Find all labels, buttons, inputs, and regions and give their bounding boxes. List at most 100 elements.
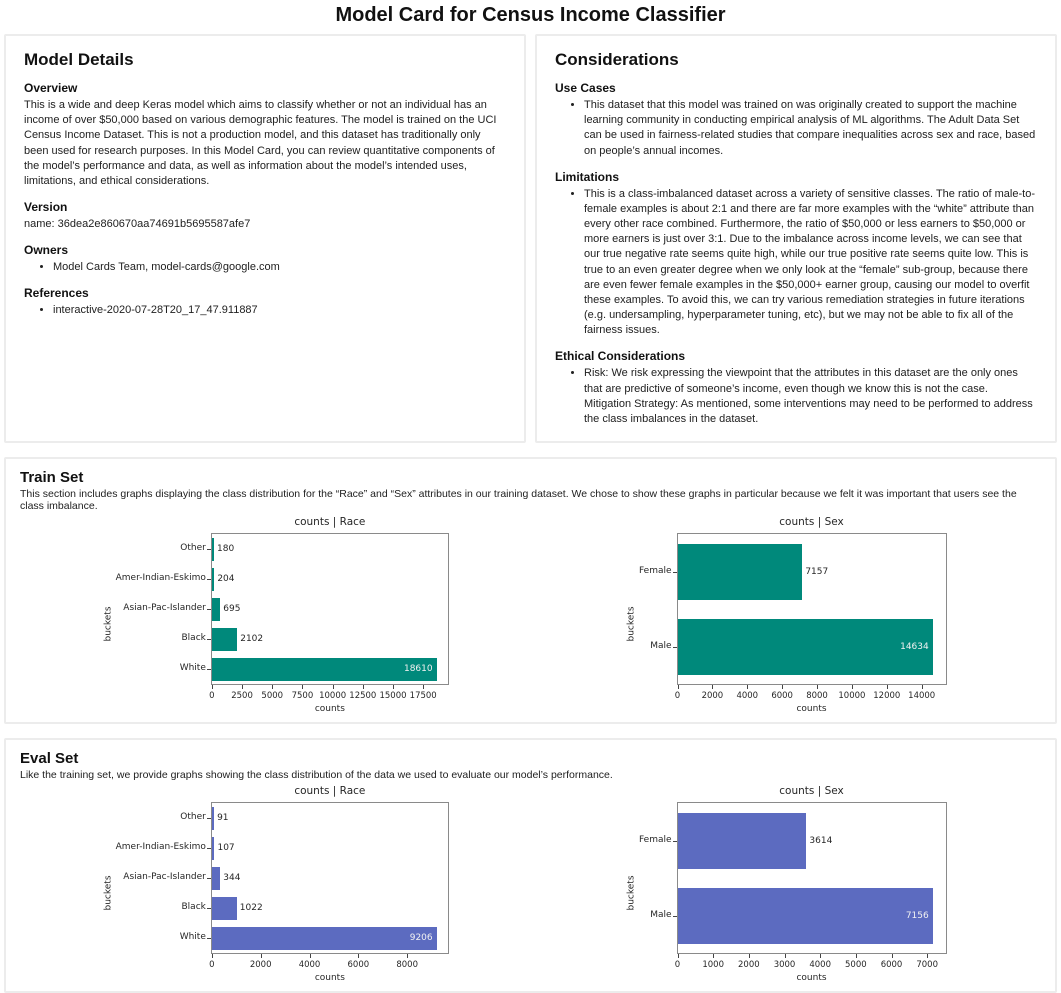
train-sex-chart-slot: buckets Female Male counts | Sex 7157 14634 0 2… <box>531 514 1042 714</box>
y-tick-label: Male <box>650 909 672 920</box>
plot-area: 3614 7156 <box>672 802 947 959</box>
x-tick-label: 0 <box>674 691 681 702</box>
y-tick-label: Female <box>638 834 672 845</box>
considerations-title: Considerations <box>555 50 679 69</box>
plot-column: counts | Race 91 107 344 1022 9206 0 2000 4000 60… <box>206 785 449 983</box>
y-tick-label: Male <box>650 640 672 651</box>
y-tick-mark <box>206 609 211 611</box>
x-tick-mark <box>713 954 715 959</box>
bar <box>211 866 221 890</box>
x-tick-label: 2000 <box>738 960 760 971</box>
eval-set-card: Eval Set Like the training set, we provi… <box>4 738 1057 993</box>
ethical-considerations-item: Risk: We risk expressing the viewpoint t… <box>584 366 1037 427</box>
overview-heading: Overview <box>24 81 78 95</box>
eval-sex-chart-slot: buckets Female Male counts | Sex 3614 7156 0 10… <box>531 783 1042 983</box>
x-axis-label: counts <box>796 704 827 715</box>
x-tick-mark <box>677 954 679 959</box>
y-tick-mark <box>206 938 211 940</box>
y-tick-mark <box>672 646 677 648</box>
ethical-considerations-list: Risk: We risk expressing the viewpoint t… <box>555 366 1037 427</box>
bar-value-label: 91 <box>217 812 229 823</box>
bar-value-label: 1022 <box>239 902 263 913</box>
train-race-chart: buckets Other Amer-Indian-Eskimo Asian-Pac-… <box>102 516 449 714</box>
owners-item: Model Cards Team, model-cards@google.com <box>53 260 506 275</box>
y-tick-mark <box>206 549 211 551</box>
chart-title: counts | Sex <box>779 516 844 529</box>
bar <box>211 597 221 621</box>
x-tick-label: 10000 <box>838 691 866 702</box>
bar <box>211 627 238 651</box>
model-details-card: Model Details Overview This is a wide an… <box>4 34 526 444</box>
bar <box>211 537 215 561</box>
x-tick-label: 2000 <box>701 691 724 702</box>
bar <box>677 618 933 675</box>
x-tick-label: 1000 <box>702 960 724 971</box>
x-tick-mark <box>302 685 304 690</box>
plot-column: counts | Sex 3614 7156 0 1000 2000 3000 4000 500… <box>672 785 947 984</box>
bar <box>211 896 237 920</box>
use-cases-list: This dataset that this model was trained… <box>555 98 1037 159</box>
limitations-item: This is a class-imbalanced dataset acros… <box>584 187 1037 339</box>
use-cases-item: This dataset that this model was trained… <box>584 98 1037 159</box>
x-tick-label: 4000 <box>809 960 831 971</box>
plot-column: counts | Race 180 204 695 2102 18610 0 2500 5000… <box>206 516 449 715</box>
bar-value-label: 9206 <box>409 932 433 943</box>
bar-value-label: 2102 <box>240 633 264 644</box>
train-race-chart-slot: buckets Other Amer-Indian-Eskimo Asian-Pac-… <box>20 514 531 714</box>
x-tick-label: 12000 <box>873 691 901 702</box>
y-axis-label: buckets <box>626 606 637 642</box>
y-tick-mark <box>672 915 677 917</box>
considerations-card: Considerations Use Cases This dataset th… <box>535 34 1057 444</box>
ethical-considerations-heading: Ethical Considerations <box>555 349 686 364</box>
ethical-mitigation-text: Mitigation Strategy: As mentioned, some … <box>584 397 1033 425</box>
plot-area: 7157 14634 <box>672 533 947 690</box>
eval-sex-chart: buckets Female Male counts | Sex 3614 7156 0 10… <box>625 785 947 983</box>
x-tick-label: 6000 <box>880 960 903 971</box>
bar <box>211 657 437 681</box>
x-tick-mark <box>820 954 822 959</box>
train-charts-row: buckets Other Amer-Indian-Eskimo Asian-Pac-… <box>20 514 1041 714</box>
x-tick-label: 17500 <box>409 691 437 702</box>
eval-set-title: Eval Set <box>20 750 79 768</box>
x-tick-labels: 0 1000 2000 3000 4000 5000 6000 7000 <box>675 960 946 971</box>
x-tick-label: 3000 <box>773 960 796 971</box>
bar-value-label: 3614 <box>809 835 833 846</box>
y-tick-mark <box>206 669 211 671</box>
y-tick-mark <box>672 571 677 573</box>
y-tick-labels: Other Amer-Indian-Eskimo Asian-Pac-Islande… <box>116 533 211 683</box>
bar-value-label: 7157 <box>805 566 829 577</box>
top-cards-row: Model Details Overview This is a wide an… <box>4 34 1057 444</box>
x-tick-label: 5000 <box>261 691 284 702</box>
bar-value-label: 204 <box>217 573 235 584</box>
x-axis-label: counts <box>796 973 827 984</box>
y-tick-label: White <box>179 932 206 943</box>
owners-list: Model Cards Team, model-cards@google.com <box>24 260 506 275</box>
chart-title: counts | Sex <box>779 785 844 798</box>
x-tick-label: 12500 <box>349 691 377 702</box>
references-item: interactive-2020-07-28T20_17_47.911887 <box>53 303 506 318</box>
train-set-description: This section includes graphs displaying … <box>20 488 1017 513</box>
x-tick-mark <box>677 685 679 690</box>
x-tick-mark <box>407 954 409 959</box>
bar <box>211 806 215 830</box>
x-tick-mark <box>855 954 857 959</box>
x-axis-label: counts <box>314 704 345 715</box>
x-tick-label: 7000 <box>916 960 938 971</box>
x-tick-label: 8000 <box>806 691 828 702</box>
references-heading: References <box>24 286 89 301</box>
bar-value-label: 18610 <box>403 663 433 674</box>
x-tick-mark <box>309 954 311 959</box>
chart-title: counts | Race <box>294 516 366 529</box>
x-tick-mark <box>211 685 213 690</box>
version-text: name: 36dea2e860670aa74691b5695587afe7 <box>24 218 251 231</box>
eval-charts-row: buckets Other Amer-Indian-Eskimo Asian-Pac-… <box>20 783 1041 983</box>
y-tick-label: Black <box>181 902 206 913</box>
bar <box>211 836 215 860</box>
x-tick-labels: 0 2000 4000 6000 8000 10000 12000 14000 <box>674 691 946 702</box>
bar <box>211 567 215 591</box>
x-tick-mark <box>423 685 425 690</box>
y-tick-labels: Female Male <box>639 802 677 952</box>
x-tick-label: 4000 <box>736 691 759 702</box>
eval-set-description: Like the training set, we provide graphs… <box>20 769 613 782</box>
x-tick-mark <box>817 685 819 690</box>
